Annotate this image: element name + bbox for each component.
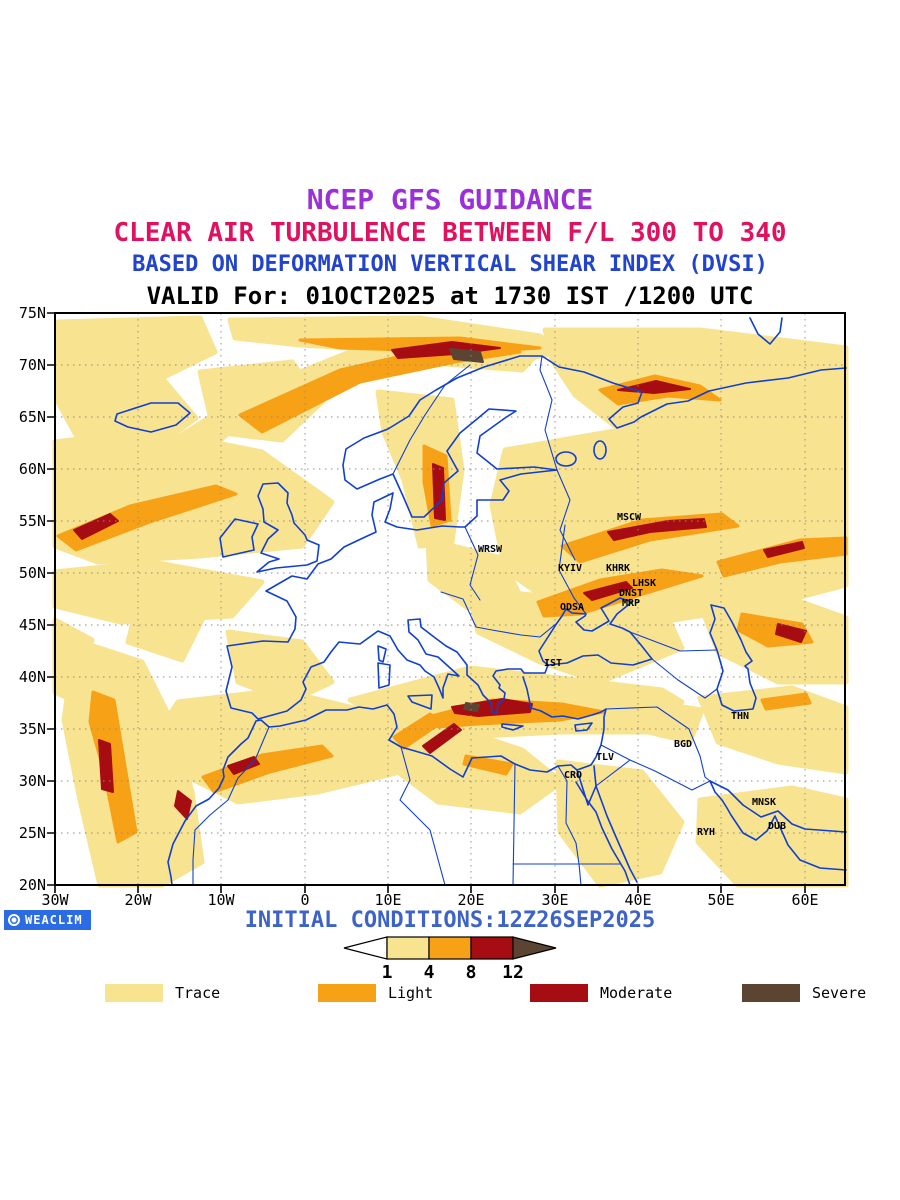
color-scale-values: 1 4 8 12	[342, 962, 558, 984]
scale-moderate-box	[470, 936, 514, 960]
scale-value: 8	[465, 962, 477, 983]
scale-trace-box	[386, 936, 430, 960]
scale-value: 1	[381, 962, 393, 983]
lon-label: 20E	[457, 891, 484, 909]
coast-novaya-zemlya	[749, 317, 783, 345]
title-method: BASED ON DEFORMATION VERTICAL SHEAR INDE…	[132, 252, 768, 277]
legend-swatch-moderate	[530, 984, 588, 1002]
coast-iceland	[114, 402, 191, 433]
city-label: KYIV	[558, 563, 582, 574]
coast-sardinia	[377, 662, 391, 689]
city-label: BGD	[674, 739, 692, 750]
coast-ireland	[219, 518, 259, 558]
legend-label-trace: Trace	[175, 984, 221, 1002]
title-product: CLEAR AIR TURBULENCE BETWEEN F/L 300 TO …	[113, 218, 787, 248]
coast-mainland-europe	[225, 355, 847, 720]
coast-cyprus	[574, 722, 593, 732]
legend-item-moderate: Moderate	[530, 984, 672, 1002]
city-label: MRP	[622, 598, 640, 609]
legend-label-severe: Severe	[812, 984, 867, 1002]
lat-label: 45N	[19, 616, 46, 634]
city-label: MNSK	[752, 797, 776, 808]
coast-crete	[501, 723, 524, 731]
lon-label: 30W	[41, 891, 69, 909]
city-label: ODSA	[560, 602, 584, 613]
lat-label: 20N	[19, 876, 46, 894]
legend-swatch-severe	[742, 984, 800, 1002]
coast-uk	[256, 482, 320, 573]
lon-label: 20W	[124, 891, 152, 909]
city-label: KHRK	[606, 563, 630, 574]
lat-label: 75N	[19, 304, 46, 322]
lat-label: 40N	[19, 668, 46, 686]
map-frame	[54, 312, 846, 886]
scale-below-min-arrow	[343, 936, 388, 960]
legend-swatch-trace	[105, 984, 163, 1002]
coast-mediterranean-blacksea	[257, 597, 653, 720]
color-scale-bar	[343, 936, 557, 960]
legend-item-trace: Trace	[105, 984, 220, 1002]
lon-label: 60E	[791, 891, 818, 909]
city-label: RYH	[697, 827, 715, 838]
country-borders	[192, 355, 718, 886]
scale-value: 12	[502, 962, 524, 983]
city-label: TLV	[596, 752, 614, 763]
lake-ladoga	[555, 451, 577, 467]
lat-label: 55N	[19, 512, 46, 530]
legend-item-severe: Severe	[742, 984, 866, 1002]
city-label: LHSK	[632, 578, 656, 589]
weaclim-brand-badge: WEACLIM	[4, 910, 91, 930]
city-labels: MSCW WRSW KYIV KHRK LHSK DNST MRP ODSA I…	[478, 512, 786, 838]
lat-label: 30N	[19, 772, 46, 790]
title-valid-time: VALID For: 01OCT2025 at 1730 IST /1200 U…	[146, 282, 754, 310]
city-label: DUB	[768, 821, 786, 832]
lon-label: 30E	[541, 891, 568, 909]
lat-label: 65N	[19, 408, 46, 426]
lon-label: 10E	[374, 891, 401, 909]
lake-onega	[593, 440, 607, 460]
scale-value: 4	[423, 962, 435, 983]
lat-label: 60N	[19, 460, 46, 478]
city-label: IST	[544, 658, 562, 669]
coast-corsica	[377, 645, 387, 663]
weaclim-logo-icon	[8, 914, 20, 926]
coast-sicily	[407, 694, 433, 710]
legend-swatch-light	[318, 984, 376, 1002]
initial-conditions-text: INITIAL CONDITIONS:12Z26SEP2025	[244, 908, 656, 933]
axis-ticks	[47, 312, 806, 893]
shading-light-layer	[56, 336, 848, 844]
lon-label: 50E	[707, 891, 734, 909]
lon-label: 0	[300, 891, 309, 909]
lat-label: 35N	[19, 720, 46, 738]
title-model: NCEP GFS GUIDANCE	[306, 183, 594, 216]
coast-red-sea	[575, 765, 638, 886]
lon-label: 40E	[624, 891, 651, 909]
scale-above-max-arrow	[512, 936, 557, 960]
coastlines	[114, 317, 847, 886]
coast-persian-gulf	[709, 780, 847, 871]
lat-label: 50N	[19, 564, 46, 582]
coast-turkey-levant-africa	[167, 676, 607, 886]
city-label: CRO	[564, 770, 582, 781]
lon-label: 10W	[207, 891, 235, 909]
longitude-labels: 30W 20W 10W 0 10E 20E 30E 40E 50E 60E	[41, 891, 818, 909]
city-label: THN	[731, 711, 749, 722]
city-label: WRSW	[478, 544, 503, 555]
legend-label-moderate: Moderate	[600, 984, 673, 1002]
lat-label: 70N	[19, 356, 46, 374]
latitude-labels: 75N 70N 65N 60N 55N 50N 45N 40N 35N 30N …	[19, 304, 46, 894]
city-label: DNST	[619, 588, 643, 599]
shading-severe-layer	[449, 348, 484, 712]
scale-light-box	[428, 936, 472, 960]
legend-label-light: Light	[388, 984, 434, 1002]
lat-label: 25N	[19, 824, 46, 842]
legend-item-light: Light	[318, 984, 433, 1002]
shading-moderate-layer	[73, 341, 807, 820]
city-label: MSCW	[617, 512, 642, 523]
weaclim-brand-label: WEACLIM	[25, 913, 83, 927]
